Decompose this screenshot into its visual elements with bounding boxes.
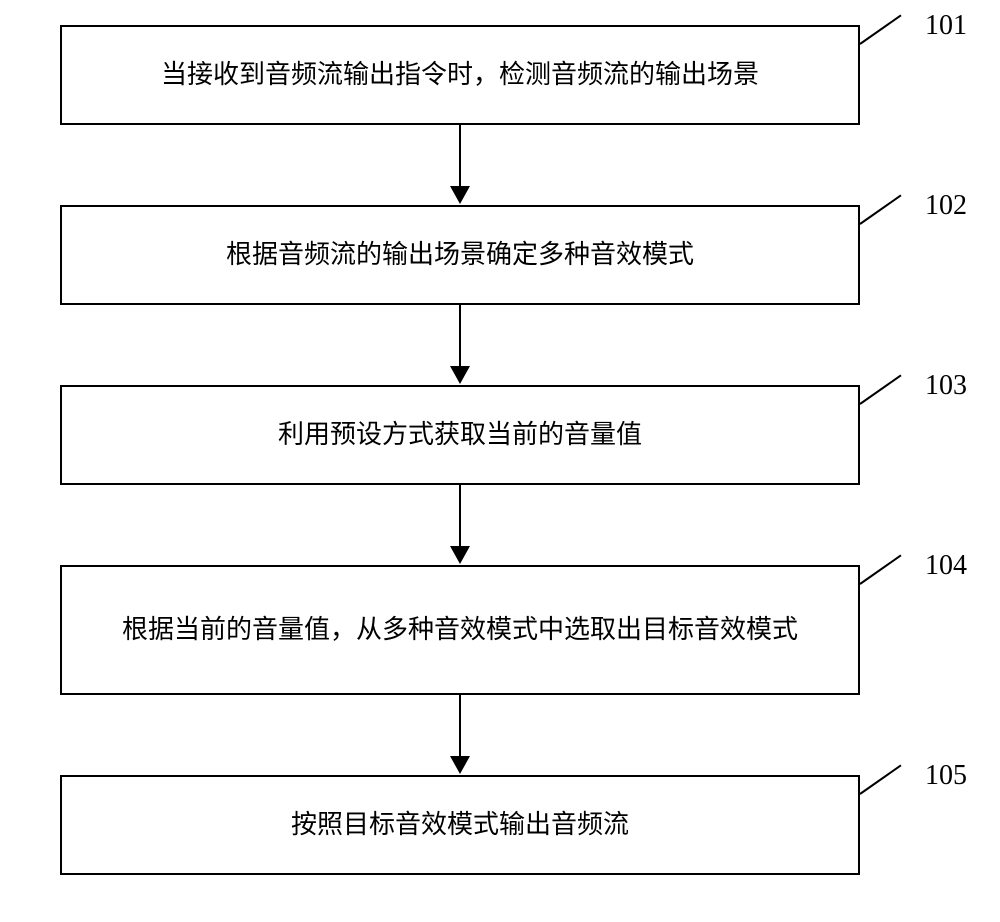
flow-step-1: 当接收到音频流输出指令时，检测音频流的输出场景 xyxy=(60,25,860,125)
arrow-line-icon xyxy=(459,695,461,757)
flow-step-2-text: 根据音频流的输出场景确定多种音效模式 xyxy=(226,234,694,276)
label-line-icon xyxy=(859,195,901,225)
arrow-2 xyxy=(450,305,470,384)
label-102: 102 xyxy=(860,208,967,240)
label-102-text: 102 xyxy=(925,190,967,222)
flow-step-1-text: 当接收到音频流输出指令时，检测音频流的输出场景 xyxy=(161,54,759,96)
label-105-text: 105 xyxy=(925,760,967,792)
arrow-head-icon xyxy=(450,186,470,204)
label-line-icon xyxy=(859,375,901,405)
flow-step-3-text: 利用预设方式获取当前的音量值 xyxy=(278,414,642,456)
label-101-text: 101 xyxy=(925,10,967,42)
label-105: 105 xyxy=(860,778,967,810)
flow-step-5: 按照目标音效模式输出音频流 xyxy=(60,775,860,875)
arrow-3 xyxy=(450,485,470,564)
arrow-head-icon xyxy=(450,546,470,564)
flow-step-4-text: 根据当前的音量值，从多种音效模式中选取出目标音效模式 xyxy=(122,609,798,651)
label-103-text: 103 xyxy=(925,370,967,402)
flow-step-5-text: 按照目标音效模式输出音频流 xyxy=(291,804,629,846)
arrow-line-icon xyxy=(459,305,461,367)
flow-step-3: 利用预设方式获取当前的音量值 xyxy=(60,385,860,485)
flow-step-2: 根据音频流的输出场景确定多种音效模式 xyxy=(60,205,860,305)
arrow-line-icon xyxy=(459,485,461,547)
label-104-text: 104 xyxy=(925,550,967,582)
label-101: 101 xyxy=(860,28,967,60)
arrow-4 xyxy=(450,695,470,774)
arrow-head-icon xyxy=(450,366,470,384)
flow-step-4: 根据当前的音量值，从多种音效模式中选取出目标音效模式 xyxy=(60,565,860,695)
flowchart-container: 当接收到音频流输出指令时，检测音频流的输出场景 101 根据音频流的输出场景确定… xyxy=(0,0,1000,922)
label-line-icon xyxy=(859,15,901,45)
arrow-1 xyxy=(450,125,470,204)
label-line-icon xyxy=(859,765,901,795)
arrow-line-icon xyxy=(459,125,461,187)
label-104: 104 xyxy=(860,568,967,600)
label-103: 103 xyxy=(860,388,967,420)
arrow-head-icon xyxy=(450,756,470,774)
label-line-icon xyxy=(859,555,901,585)
